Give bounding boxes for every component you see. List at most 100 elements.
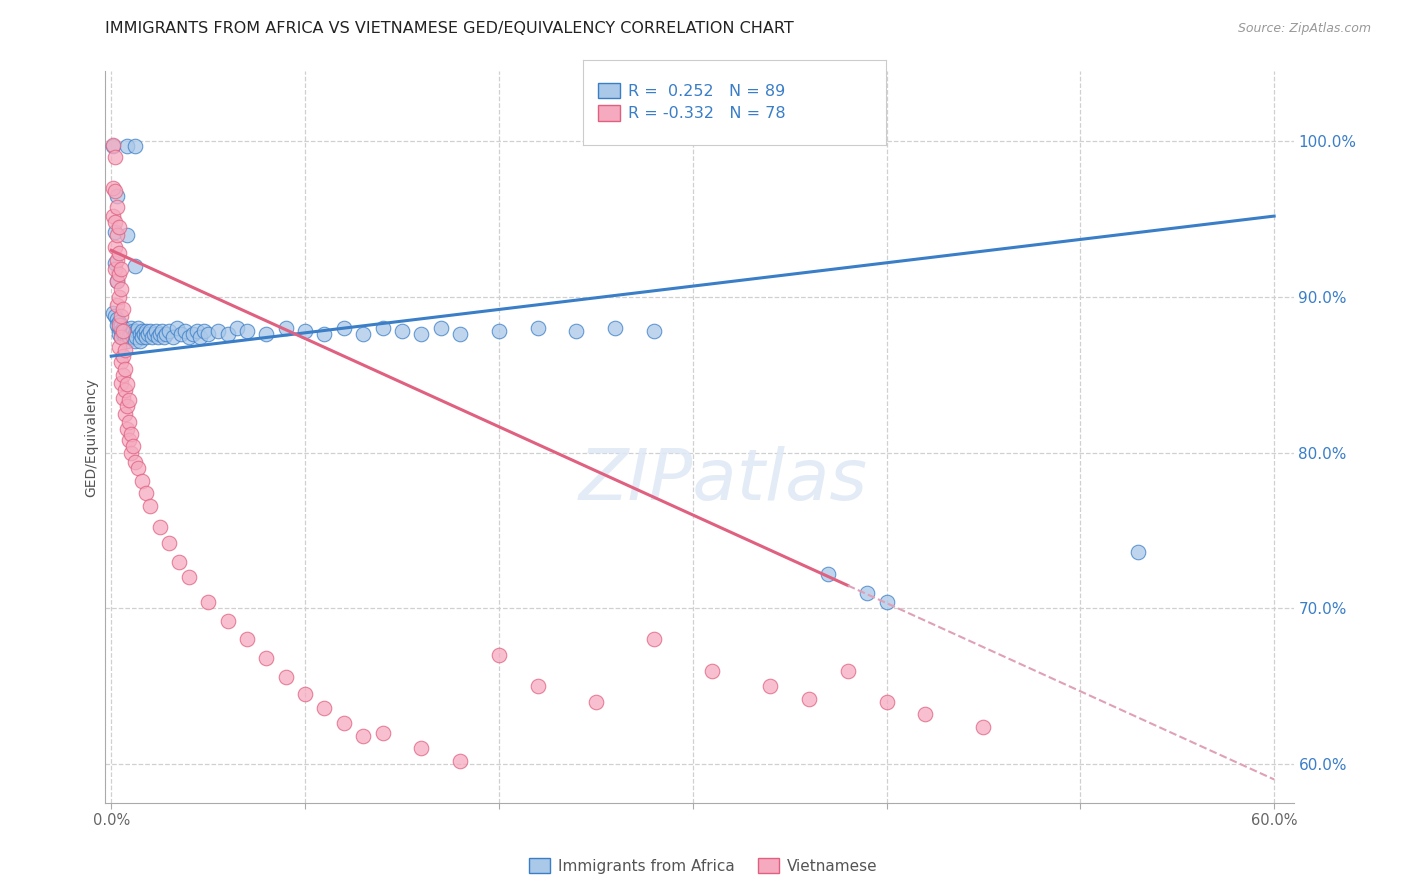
Point bbox=[254, 651, 277, 665]
Point bbox=[115, 227, 138, 242]
Point bbox=[108, 219, 131, 234]
Point bbox=[110, 376, 132, 390]
Point bbox=[411, 741, 433, 756]
Point bbox=[103, 209, 125, 223]
Legend: Immigrants from Africa, Vietnamese: Immigrants from Africa, Vietnamese bbox=[523, 852, 883, 880]
Point bbox=[449, 754, 471, 768]
Text: Source: ZipAtlas.com: Source: ZipAtlas.com bbox=[1237, 22, 1371, 36]
Point bbox=[121, 330, 143, 344]
Y-axis label: GED/Equivalency: GED/Equivalency bbox=[84, 377, 98, 497]
Point bbox=[111, 391, 134, 405]
Point bbox=[108, 290, 131, 304]
Point bbox=[105, 298, 128, 312]
Point bbox=[135, 324, 157, 338]
Point bbox=[146, 330, 169, 344]
Point bbox=[149, 327, 172, 342]
Point bbox=[193, 324, 215, 338]
Point bbox=[585, 695, 607, 709]
Point bbox=[157, 536, 180, 550]
Point bbox=[115, 139, 138, 153]
Point bbox=[294, 324, 316, 338]
Point bbox=[118, 324, 141, 338]
Point bbox=[226, 321, 249, 335]
Point bbox=[114, 361, 136, 376]
Point bbox=[111, 349, 134, 363]
Point bbox=[837, 664, 859, 678]
Point bbox=[110, 324, 132, 338]
Point bbox=[111, 324, 134, 338]
Point bbox=[103, 137, 125, 152]
Point bbox=[149, 520, 172, 534]
Point bbox=[700, 664, 723, 678]
Point bbox=[876, 695, 898, 709]
Point bbox=[108, 267, 131, 281]
Point bbox=[314, 701, 336, 715]
Point bbox=[129, 334, 152, 348]
Point bbox=[352, 327, 374, 342]
Point bbox=[190, 330, 212, 344]
Point bbox=[120, 327, 142, 342]
Point bbox=[105, 252, 128, 267]
Point bbox=[108, 318, 131, 332]
Point bbox=[105, 200, 128, 214]
Point bbox=[103, 181, 125, 195]
Point bbox=[125, 324, 148, 338]
Point bbox=[139, 499, 162, 513]
Point bbox=[217, 614, 239, 628]
Point bbox=[124, 327, 146, 342]
Point bbox=[111, 327, 134, 342]
Point bbox=[104, 240, 127, 254]
Point bbox=[110, 330, 132, 344]
Point bbox=[371, 725, 394, 739]
Point bbox=[111, 321, 134, 335]
Point bbox=[797, 691, 820, 706]
Point bbox=[104, 215, 127, 229]
Point bbox=[121, 439, 143, 453]
Point bbox=[110, 309, 132, 323]
Point bbox=[391, 324, 413, 338]
Point bbox=[429, 321, 451, 335]
Point bbox=[114, 407, 136, 421]
Point bbox=[274, 321, 297, 335]
Point bbox=[108, 246, 131, 260]
Point bbox=[1128, 545, 1150, 559]
Point bbox=[142, 327, 165, 342]
Point bbox=[115, 377, 138, 392]
Point bbox=[186, 324, 208, 338]
Point bbox=[152, 330, 174, 344]
Point bbox=[127, 321, 149, 335]
Point bbox=[110, 318, 132, 332]
Point bbox=[643, 324, 665, 338]
Point bbox=[120, 321, 142, 335]
Point bbox=[488, 648, 510, 662]
Point bbox=[134, 327, 156, 342]
Point bbox=[197, 327, 219, 342]
Point bbox=[294, 687, 316, 701]
Point bbox=[166, 321, 188, 335]
Point bbox=[105, 275, 128, 289]
Point bbox=[111, 368, 134, 382]
Point bbox=[105, 318, 128, 332]
Point bbox=[236, 324, 259, 338]
Point bbox=[914, 707, 936, 722]
Point bbox=[157, 324, 180, 338]
Point bbox=[449, 327, 471, 342]
Point bbox=[105, 311, 128, 326]
Point bbox=[104, 184, 127, 198]
Point bbox=[972, 720, 994, 734]
Point bbox=[124, 259, 146, 273]
Point bbox=[565, 324, 588, 338]
Point bbox=[759, 679, 782, 693]
Point bbox=[104, 225, 127, 239]
Point bbox=[131, 324, 153, 338]
Point bbox=[254, 327, 277, 342]
Point bbox=[118, 330, 141, 344]
Point bbox=[526, 679, 548, 693]
Point bbox=[124, 139, 146, 153]
Point bbox=[114, 384, 136, 398]
Point bbox=[125, 330, 148, 344]
Point bbox=[352, 729, 374, 743]
Point bbox=[643, 632, 665, 647]
Point bbox=[314, 327, 336, 342]
Point bbox=[118, 415, 141, 429]
